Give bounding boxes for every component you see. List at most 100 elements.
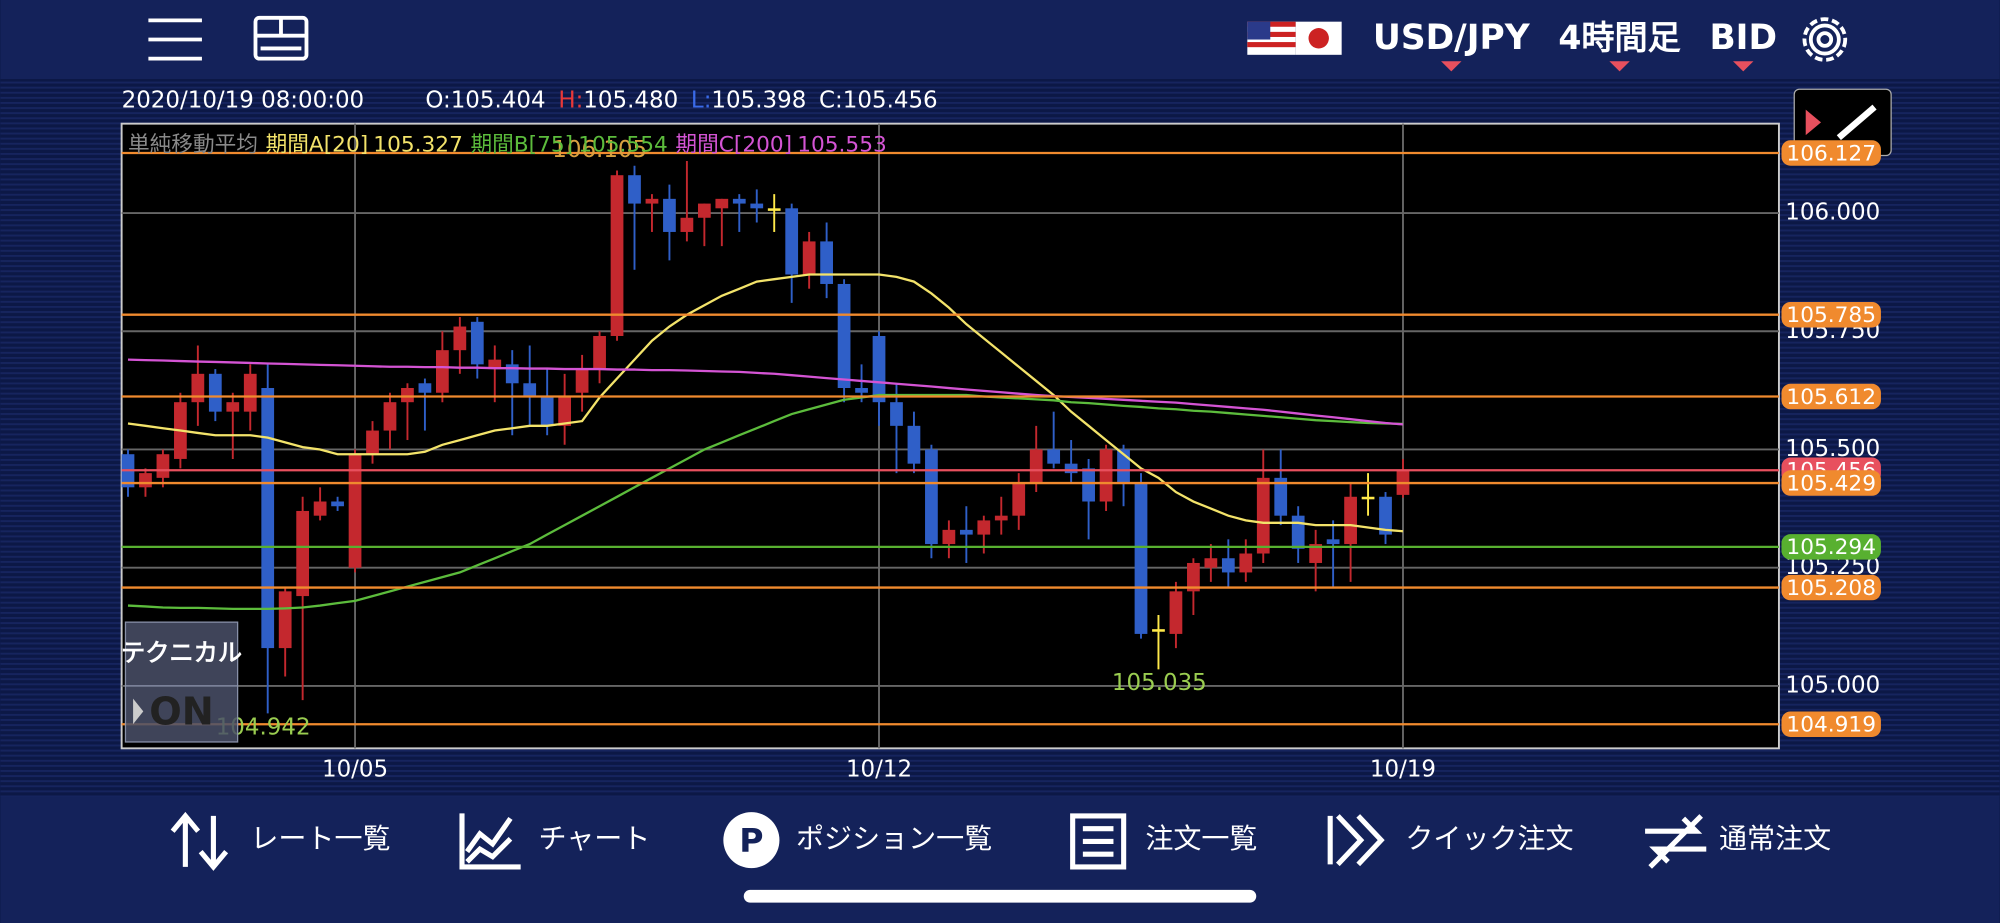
nav-label: チャート: [539, 822, 651, 855]
price-tag-label: 104.919: [1786, 713, 1876, 738]
nav-item[interactable]: レート一覧: [170, 811, 391, 871]
nav-label: 通常注文: [1719, 822, 1831, 855]
technical-label: テクニカル: [121, 639, 242, 667]
candle-body: [558, 397, 572, 426]
legend: 単純移動平均 期間A[20] 105.327 期間B[75] 105.554 期間C[20…: [128, 132, 887, 157]
plot-area: [120, 122, 1780, 750]
y-tick-label: 106.000: [1785, 200, 1880, 226]
legend-name: 期間B[75]: [471, 132, 574, 157]
candle-body: [1152, 629, 1165, 632]
price-tag: [1781, 711, 1881, 737]
candle-body: [453, 326, 467, 351]
layout-icon[interactable]: [253, 15, 309, 61]
candle-body: [401, 388, 414, 403]
candle-body: [942, 529, 956, 545]
candle-body: [1064, 463, 1078, 474]
candle-body: [1082, 468, 1095, 502]
nav-item[interactable]: チャート: [459, 813, 651, 870]
price-tag-label: 105.294: [1786, 535, 1876, 560]
flags: [1247, 21, 1342, 55]
candle-body: [523, 383, 537, 398]
price-tag-label: 106.127: [1786, 141, 1876, 166]
price-tag-label: 105.612: [1786, 385, 1876, 410]
moving-average-line: [127, 393, 1404, 611]
draw-tool-button[interactable]: [1793, 88, 1892, 157]
candle-body: [890, 402, 903, 426]
timeframe[interactable]: 4時間足: [1558, 18, 1680, 57]
ohlc-label: C:: [819, 87, 843, 113]
candle-body: [1256, 477, 1270, 554]
candle-body: [488, 359, 502, 370]
candle-body: [1169, 591, 1183, 634]
candle-body: [470, 321, 484, 365]
candle-body: [1344, 496, 1357, 545]
candle-body: [680, 217, 694, 232]
candle-body: [837, 283, 851, 389]
nav-items: レート一覧 チャート P ポジション一覧 注文一覧 クイック注文 通常注文: [170, 811, 1831, 871]
price-tag: [1781, 534, 1881, 560]
annotation: 106.105: [552, 137, 647, 163]
candle-body: [645, 198, 659, 204]
candle-body: [1187, 562, 1200, 592]
price-tag: [1781, 574, 1881, 601]
nav-icon: [170, 811, 229, 871]
nav-icon: [723, 812, 780, 869]
ohlc-label: H:: [558, 87, 583, 113]
pair[interactable]: USD/JPY: [1373, 18, 1531, 58]
candle-body: [278, 591, 292, 649]
candle-body: [226, 402, 240, 412]
side[interactable]: BID: [1709, 18, 1777, 58]
pair-dropdown[interactable]: [1441, 61, 1462, 72]
candle-body: [994, 515, 1008, 521]
legend-name: 期間A[20]: [266, 132, 369, 157]
side-dropdown[interactable]: [1733, 61, 1754, 72]
nav-icon: [1645, 814, 1707, 869]
timeframe-dropdown[interactable]: [1609, 61, 1630, 72]
moving-average-line: [127, 358, 1404, 426]
nav-item[interactable]: 通常注文: [1645, 814, 1831, 869]
candle-body: [261, 388, 275, 649]
candle-body: [907, 425, 921, 464]
candle-body: [715, 198, 729, 209]
price-tag: [1781, 470, 1881, 496]
settings-icon[interactable]: [1802, 17, 1848, 62]
ohlc-value: 105.456: [843, 87, 938, 113]
datetime: 2020/10/19 08:00:00: [122, 87, 365, 113]
candle-body: [436, 350, 449, 393]
technical-button[interactable]: テクニカル ON: [121, 621, 242, 743]
nav-item[interactable]: 注文一覧: [1070, 813, 1258, 870]
candle-body: [959, 529, 973, 535]
candle-body: [1134, 482, 1148, 634]
menu-icon[interactable]: [148, 18, 202, 61]
candle-body: [663, 198, 676, 232]
candle-body: [593, 335, 606, 370]
legend-name: 期間C[200]: [675, 132, 792, 157]
nav-icon: [459, 813, 521, 870]
candle-body: [540, 397, 554, 426]
nav-item[interactable]: P ポジション一覧: [723, 812, 992, 869]
nav-icon: P: [739, 821, 763, 860]
candle-body: [628, 175, 641, 204]
candle-body: [785, 208, 799, 275]
candle-body: [418, 383, 432, 393]
nav-label: クイック注文: [1405, 822, 1573, 855]
candle-body: [767, 208, 781, 211]
ohlc-value: 105.404: [451, 87, 546, 113]
candle-body: [331, 501, 344, 507]
candle-body: [855, 388, 868, 393]
candle-body: [208, 373, 222, 412]
candle-body: [1012, 482, 1026, 516]
ohlc-value: 105.398: [711, 87, 806, 113]
ohlc-label: O:: [425, 87, 450, 113]
x-tick-label: 10/12: [846, 757, 912, 783]
candle-body: [610, 175, 624, 336]
candle-body: [1047, 449, 1061, 464]
candle-body: [383, 402, 397, 431]
legend-title: 単純移動平均: [128, 132, 258, 157]
candle-body: [1239, 553, 1253, 573]
candle-body: [872, 335, 886, 403]
candle-body: [697, 203, 711, 218]
nav-item[interactable]: クイック注文: [1327, 814, 1574, 867]
